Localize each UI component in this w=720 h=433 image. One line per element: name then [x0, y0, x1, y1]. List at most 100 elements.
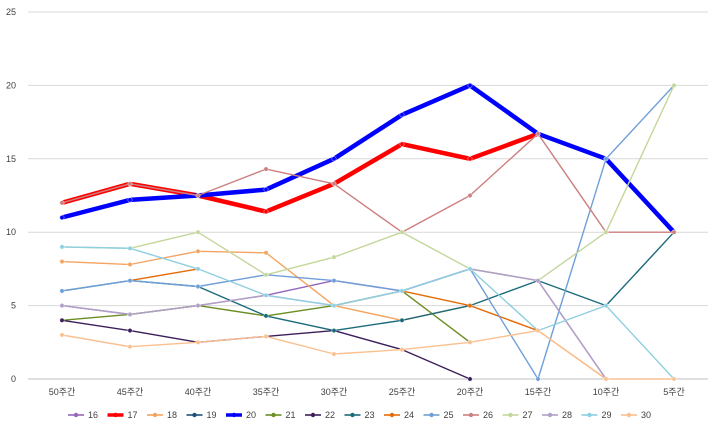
series-30 — [59, 328, 677, 382]
data-point — [59, 244, 65, 250]
data-point — [671, 229, 677, 235]
data-point — [331, 156, 337, 162]
series-line — [129, 268, 199, 282]
legend-item: 30 — [621, 410, 651, 420]
legend-label: 28 — [562, 410, 572, 420]
y-tick-label: 10 — [6, 227, 16, 237]
data-point — [59, 259, 65, 264]
legend-marker — [113, 412, 118, 418]
data-point — [263, 209, 269, 215]
legend-marker — [429, 412, 434, 418]
legend-item: 25 — [423, 410, 454, 420]
legend-item: 19 — [186, 410, 217, 420]
series-line — [61, 319, 471, 380]
legend-label: 20 — [246, 410, 256, 420]
legend-label: 22 — [325, 410, 335, 420]
data-point — [331, 351, 337, 357]
data-point — [467, 303, 473, 308]
series-line — [59, 83, 677, 235]
data-point — [331, 303, 337, 308]
x-tick-label: 30주간 — [321, 387, 348, 397]
legend-marker — [468, 412, 474, 418]
legend-marker — [192, 412, 197, 418]
data-point — [59, 317, 65, 323]
legend: 16 17 18 19 20 21 22 23 24 25 26 27 28 29 30 — [68, 410, 651, 420]
data-point — [127, 312, 133, 317]
data-point — [467, 156, 473, 162]
series-28 — [59, 266, 609, 382]
data-point — [59, 288, 65, 294]
legend-label: 19 — [207, 410, 217, 420]
x-tick-label: 40주간 — [185, 387, 212, 397]
y-tick-label: 15 — [6, 154, 16, 164]
legend-item: 23 — [344, 410, 375, 420]
legend-item: 27 — [502, 410, 533, 420]
data-point — [127, 278, 133, 284]
legend-item: 26 — [463, 410, 493, 420]
data-point — [399, 347, 405, 353]
data-point — [603, 303, 609, 308]
legend-item: 18 — [147, 410, 177, 420]
series-27 — [59, 83, 677, 284]
series-26 — [59, 131, 677, 235]
series-18 — [59, 248, 609, 382]
data-point — [127, 245, 133, 251]
data-point — [603, 376, 609, 382]
data-point — [331, 278, 337, 284]
legend-marker — [547, 412, 553, 418]
series-line — [401, 290, 539, 332]
data-point — [263, 334, 269, 339]
data-point — [59, 200, 65, 206]
series-line — [61, 250, 607, 380]
x-tick-label: 10주간 — [593, 387, 620, 397]
data-point — [331, 254, 337, 260]
series-16 — [59, 266, 609, 382]
legend-label: 29 — [602, 410, 612, 420]
legend-item: 28 — [542, 410, 572, 420]
data-point — [195, 266, 201, 272]
data-point — [59, 215, 65, 220]
legend-marker — [152, 412, 158, 418]
legend-marker — [271, 412, 276, 418]
data-point — [603, 156, 609, 162]
data-point — [399, 112, 405, 118]
legend-item: 22 — [305, 410, 335, 420]
data-point — [263, 187, 269, 193]
data-point — [263, 166, 269, 172]
legend-marker — [389, 412, 395, 418]
legend-label: 26 — [483, 410, 493, 420]
series-line — [61, 84, 675, 380]
data-point — [195, 229, 201, 235]
legend-item: 20 — [226, 410, 256, 420]
y-tick-label: 5 — [11, 301, 16, 311]
series-line — [61, 84, 675, 282]
legend-marker — [73, 412, 79, 418]
data-point — [195, 193, 201, 198]
x-tick-label: 50주간 — [49, 387, 76, 397]
legend-item: 24 — [384, 410, 414, 420]
y-tick-label: 25 — [6, 7, 16, 17]
data-point — [263, 272, 269, 278]
legend-label: 23 — [365, 410, 375, 420]
data-point — [467, 266, 473, 272]
series-22 — [59, 317, 473, 382]
legend-label: 27 — [523, 410, 533, 420]
legend-marker — [231, 412, 237, 418]
data-point — [535, 328, 541, 333]
series-lines — [59, 83, 677, 382]
legend-marker — [310, 412, 316, 418]
legend-marker — [350, 412, 355, 418]
legend-label: 17 — [128, 410, 138, 420]
y-tick-label: 20 — [6, 80, 16, 90]
x-tick-label: 35주간 — [253, 387, 280, 397]
data-point — [59, 303, 65, 308]
legend-item: 29 — [581, 410, 612, 420]
legend-item: 21 — [265, 410, 296, 420]
data-point — [263, 292, 269, 298]
data-point — [195, 284, 201, 289]
data-point — [331, 328, 337, 333]
data-point — [467, 376, 473, 382]
legend-label: 18 — [167, 410, 177, 420]
legend-item: 16 — [68, 410, 98, 420]
